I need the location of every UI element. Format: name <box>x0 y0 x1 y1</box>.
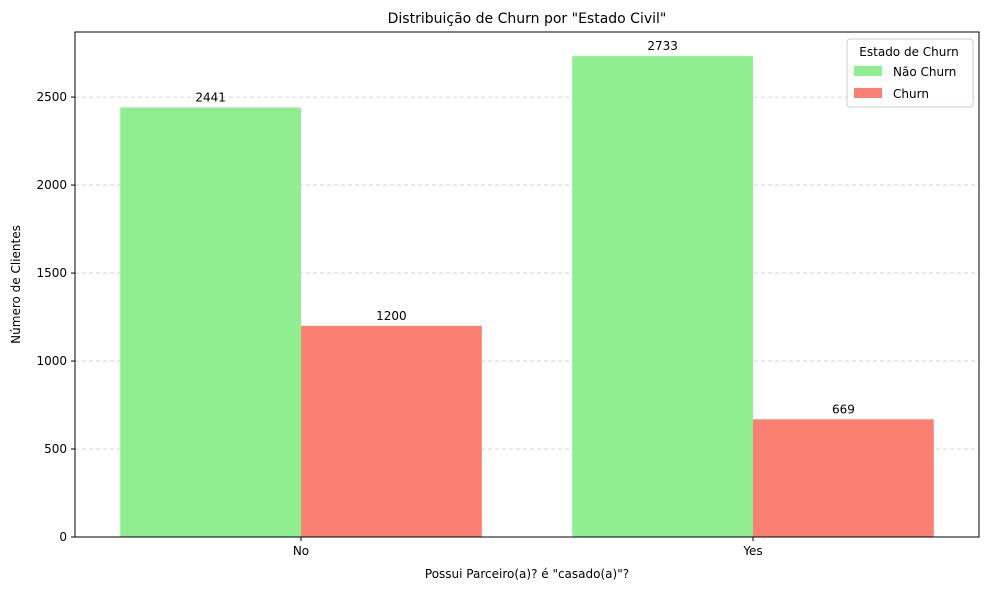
x-axis-ticks: No Yes <box>293 537 763 558</box>
legend-swatch-churn <box>854 88 882 98</box>
y-tick-label: 2500 <box>36 90 67 104</box>
x-axis-label: Possui Parceiro(a)? é "casado(a)"? <box>425 567 629 581</box>
legend-title: Estado de Churn <box>859 45 958 59</box>
y-tick-label: 500 <box>44 442 67 456</box>
y-axis-label: Número de Clientes <box>9 225 23 344</box>
bar-value-label: 2441 <box>195 90 226 104</box>
y-tick-label: 1500 <box>36 266 67 280</box>
y-axis-ticks: 0 500 1000 1500 2000 2500 <box>36 90 75 544</box>
bar-yes-churn <box>753 419 934 537</box>
bars <box>120 56 934 538</box>
bar-value-labels: 2441 1200 2733 669 <box>195 39 855 416</box>
plot-area-frame <box>74 31 980 538</box>
chart-title: Distribuição de Churn por "Estado Civil" <box>388 11 667 27</box>
x-tick-label: Yes <box>742 544 762 558</box>
bar-value-label: 2733 <box>647 39 678 53</box>
legend-label-churn: Churn <box>893 87 929 101</box>
bar-value-label: 1200 <box>376 309 407 323</box>
legend: Estado de Churn Não Churn Churn <box>846 38 974 108</box>
y-tick-label: 2000 <box>36 178 67 192</box>
y-tick-label: 1000 <box>36 354 67 368</box>
legend-label-nao-churn: Não Churn <box>893 65 956 79</box>
bar-no-nao-churn <box>120 107 301 538</box>
bar-value-label: 669 <box>832 402 855 416</box>
bar-no-churn <box>301 325 482 537</box>
x-tick-label: No <box>293 544 309 558</box>
legend-swatch-nao-churn <box>854 66 882 76</box>
y-tick-label: 0 <box>59 530 67 544</box>
bar-yes-nao-churn <box>572 56 753 538</box>
